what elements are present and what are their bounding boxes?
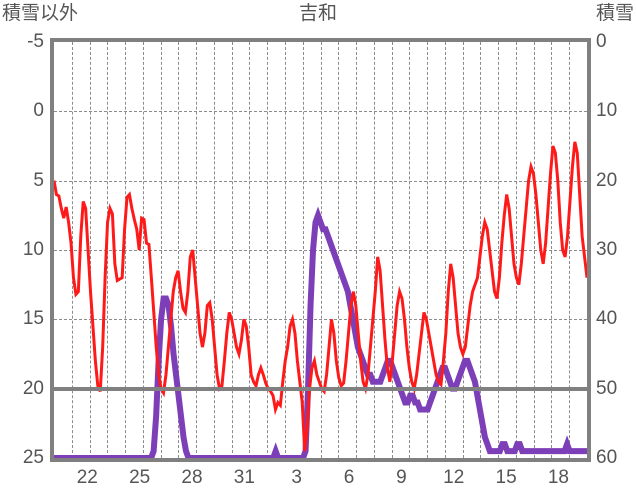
left-tick-label: 15 [22, 308, 44, 330]
gridline-vertical [373, 42, 375, 458]
bottom-tick-label: 22 [76, 467, 98, 488]
bottom-tick-label: 31 [233, 467, 255, 488]
zero-reference-line [54, 386, 587, 391]
right-tick-label: 0 [596, 31, 607, 52]
gridline-vertical [178, 42, 180, 458]
left-tick-label: -5 [27, 31, 44, 52]
bottom-tick-label: 15 [495, 467, 517, 488]
gridline-vertical [89, 42, 91, 458]
gridline-vertical [462, 42, 464, 458]
bottom-tick-label: 3 [291, 467, 303, 488]
gridline-vertical [338, 42, 340, 458]
right-tick-label: 30 [596, 239, 618, 260]
gridline-vertical [267, 42, 269, 458]
gridline-vertical [391, 42, 393, 458]
left-tick-label: 25 [22, 447, 44, 468]
gridline-vertical [160, 42, 162, 458]
gridline-vertical [284, 42, 286, 458]
left-tick-label: 5 [33, 169, 44, 191]
series-line-non-snow [54, 141, 587, 452]
gridline-vertical [515, 42, 517, 458]
gridline-vertical [409, 42, 411, 458]
bottom-tick-label: 9 [396, 467, 407, 488]
gridline-vertical [498, 42, 500, 458]
series-lines [54, 141, 587, 458]
right-tick-label: 40 [596, 308, 618, 330]
gridline-vertical [249, 42, 251, 458]
gridline-vertical [302, 42, 304, 458]
gridline-vertical [231, 42, 233, 458]
gridline-vertical [142, 42, 144, 458]
gridline-vertical [320, 42, 322, 458]
right-axis-title: 積雪 [595, 3, 634, 24]
gridline-vertical [427, 42, 429, 458]
gridline-vertical [551, 42, 553, 458]
right-tick-label: 50 [596, 377, 618, 399]
left-tick-label: 20 [22, 377, 44, 399]
left-tick-label: 10 [22, 239, 44, 260]
left-tick-label: 0 [33, 100, 44, 122]
right-tick-label: 60 [596, 447, 618, 468]
bottom-tick-label: 18 [547, 467, 569, 488]
series-line-snow [54, 206, 587, 458]
gridline-vertical [533, 42, 535, 458]
gridline-vertical [196, 42, 198, 458]
right-tick-label: 10 [596, 100, 618, 122]
bottom-tick-label: 25 [129, 467, 151, 488]
gridline-vertical [356, 42, 358, 458]
gridline-vertical [444, 42, 446, 458]
page-title: 吉和 [298, 3, 337, 24]
left-axis-title: 積雪以外 [2, 3, 79, 24]
bottom-tick-label: 12 [443, 467, 465, 488]
gridline-vertical [125, 42, 127, 458]
right-tick-label: 20 [596, 169, 618, 191]
gridline-vertical [569, 42, 571, 458]
plot-area [50, 38, 591, 462]
gridline-vertical [213, 42, 215, 458]
bottom-tick-label: 6 [343, 467, 355, 488]
bottom-tick-label: 28 [181, 467, 203, 488]
